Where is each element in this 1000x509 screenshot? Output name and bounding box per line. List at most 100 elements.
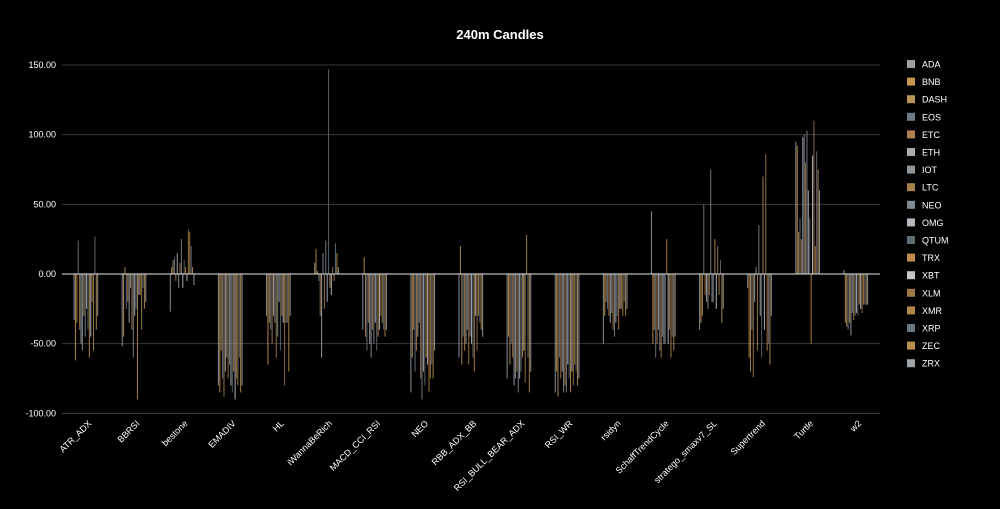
legend-item-xlm[interactable]: XLM — [907, 288, 941, 298]
bar-dash-bbrsi — [124, 267, 126, 274]
legend-item-bnb[interactable]: BNB — [907, 77, 941, 87]
bar-qtum-rsi_wr — [568, 274, 570, 379]
bar-bnb-schafftrendcycle — [652, 274, 654, 344]
bar-xrp-rbb_adx_bb — [479, 274, 481, 323]
bar-etc-hl — [271, 274, 273, 344]
bar-xbt-w2 — [860, 274, 862, 309]
bar-qtum-macd_cci_rsi — [376, 274, 378, 351]
bar-zec-stratego_smaxv7_sl — [721, 274, 723, 323]
bar-xlm-bestone — [187, 229, 189, 274]
bar-qtum-bestone — [183, 260, 185, 274]
legend-item-zec[interactable]: ZEC — [907, 341, 941, 351]
bar-qtum-w2 — [857, 274, 859, 316]
legend-label: XMR — [922, 306, 943, 316]
legend-label: QTUM — [922, 236, 949, 246]
legend-swatch — [907, 306, 915, 315]
bar-xbt-schafftrendcycle — [667, 274, 669, 344]
bar-bnb-bbrsi — [123, 274, 125, 337]
legend-swatch — [907, 359, 915, 368]
bar-etc-stratego_smaxv7_sl — [704, 274, 706, 295]
bar-neo-w2 — [854, 274, 856, 316]
bar-omg-rsi_bull_bear_adx — [519, 274, 521, 379]
legend-label: OMG — [922, 218, 944, 228]
legend-item-ltc[interactable]: LTC — [907, 183, 939, 193]
bar-trx-rsi_bull_bear_adx — [521, 274, 523, 358]
bar-ltc-schafftrendcycle — [660, 274, 662, 358]
legend-item-ada[interactable]: ADA — [907, 60, 941, 70]
bar-neo-bbrsi — [132, 274, 134, 358]
legend[interactable]: ADA BNB DASH EOS ETC ETH IOT LTC NEO OMG QTUM TRX XB… — [907, 60, 949, 369]
bar-eos-atr_adx — [77, 240, 79, 274]
bar-ada-stratego_smaxv7_sl — [699, 274, 701, 330]
bar-xrp-bbrsi — [142, 274, 144, 288]
legend-item-eos[interactable]: EOS — [907, 112, 941, 122]
bar-ada-neo — [410, 274, 412, 393]
bar-iot-turtle — [803, 134, 805, 274]
legend-label: DASH — [922, 95, 947, 105]
bar-eth-w2 — [850, 274, 852, 336]
bar-bnb-rsi_bull_bear_adx — [508, 274, 510, 337]
bar-eth-atr_adx — [80, 274, 82, 344]
bar-xlm-atr_adx — [91, 274, 93, 302]
bar-dash-bestone — [172, 260, 174, 274]
legend-item-eth[interactable]: ETH — [907, 148, 940, 158]
bar-xmr-macd_cci_rsi — [381, 274, 383, 323]
bar-eth-rsi_wr — [561, 274, 563, 372]
legend-item-xbt[interactable]: XBT — [907, 271, 940, 281]
bar-eth-iwannaberich — [321, 274, 323, 358]
legend-item-neo[interactable]: NEO — [907, 200, 942, 210]
bar-trx-stratego_smaxv7_sl — [714, 239, 716, 274]
legend-item-qtum[interactable]: QTUM — [907, 236, 949, 246]
legend-label: XLM — [922, 288, 941, 298]
bar-zec-iwannaberich — [336, 253, 338, 274]
legend-item-iot[interactable]: IOT — [907, 165, 938, 175]
legend-swatch — [907, 148, 915, 156]
legend-item-dash[interactable]: DASH — [907, 95, 947, 105]
bar-trx-w2 — [858, 274, 860, 305]
bar-iot-bestone — [178, 274, 180, 288]
bar-omg-bbrsi — [134, 274, 136, 316]
legend-label: ZEC — [922, 341, 941, 351]
bar-eth-rsidyn — [609, 274, 611, 323]
bars — [73, 69, 869, 400]
bar-eos-turtle — [799, 218, 801, 274]
bar-etc-emadiv — [223, 274, 225, 397]
bar-iot-rbb_adx_bb — [466, 274, 468, 330]
bar-zrx-neo — [434, 274, 436, 351]
bar-xlm-bbrsi — [139, 274, 141, 295]
legend-swatch — [907, 165, 915, 174]
bar-dash-iwannaberich — [316, 271, 318, 274]
bar-ada-hl — [266, 274, 268, 316]
bar-zrx-atr_adx — [97, 274, 99, 316]
legend-item-trx[interactable]: TRX — [907, 253, 940, 263]
bar-qtum-schafftrendcycle — [664, 274, 666, 344]
bar-eos-bbrsi — [125, 274, 127, 309]
legend-item-etc[interactable]: ETC — [907, 130, 941, 140]
bar-ada-rsidyn — [602, 274, 604, 344]
bar-ada-rbb_adx_bb — [458, 274, 460, 358]
legend-item-xmr[interactable]: XMR — [907, 306, 943, 316]
bar-iot-bbrsi — [130, 274, 132, 288]
bar-iot-atr_adx — [81, 274, 83, 351]
bar-xlm-rbb_adx_bb — [476, 274, 478, 351]
bar-iot-rsidyn — [611, 274, 613, 314]
bar-xlm-supertrend — [765, 154, 767, 274]
bar-bnb-hl — [267, 274, 269, 365]
legend-item-xrp[interactable]: XRP — [907, 324, 941, 334]
legend-label: TRX — [922, 253, 940, 263]
x-tick-label: HL — [271, 418, 286, 433]
bar-trx-macd_cci_rsi — [377, 274, 379, 337]
bar-qtum-neo — [424, 274, 426, 386]
bar-eos-macd_cci_rsi — [366, 274, 368, 351]
bar-trx-emadiv — [233, 274, 235, 372]
bar-ltc-hl — [275, 274, 277, 358]
bar-bnb-macd_cci_rsi — [363, 257, 365, 274]
legend-item-omg[interactable]: OMG — [907, 218, 944, 228]
bar-omg-supertrend — [759, 274, 761, 316]
bar-zrx-bbrsi — [145, 274, 147, 302]
bar-eos-rbb_adx_bb — [462, 274, 464, 337]
legend-item-zrx[interactable]: ZRX — [907, 359, 940, 369]
bar-iot-hl — [274, 274, 276, 323]
bar-zec-hl — [288, 274, 290, 372]
